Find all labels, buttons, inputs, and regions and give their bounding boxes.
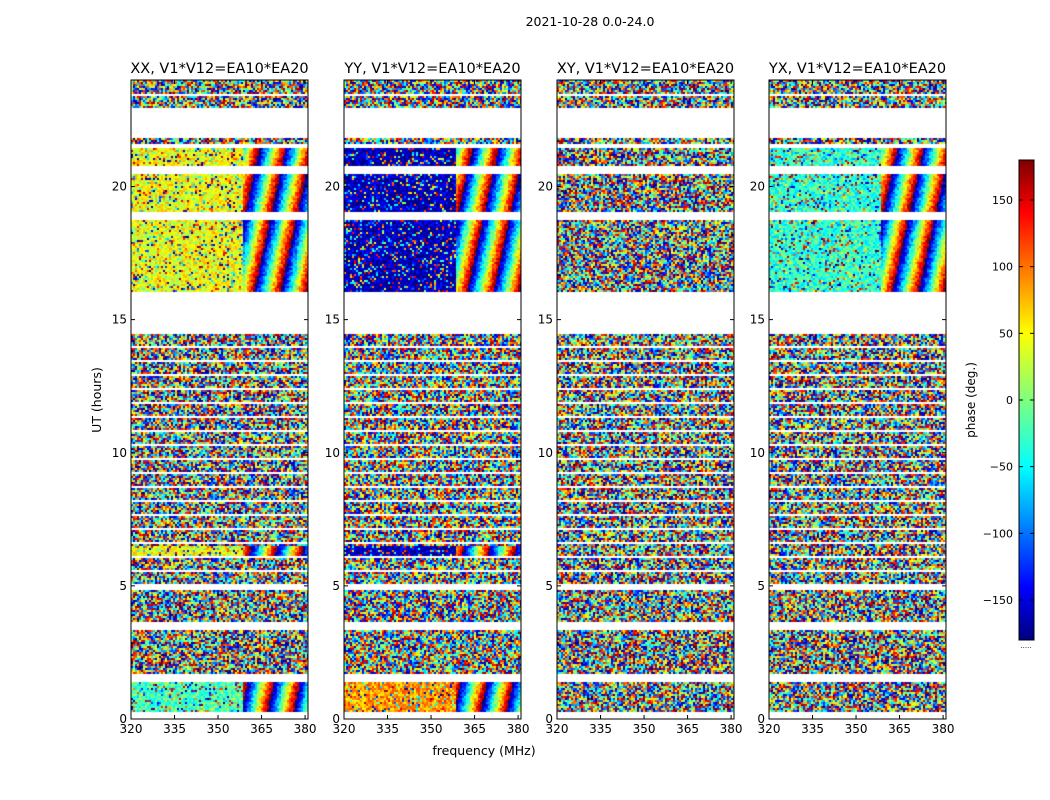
y-tick-label: 15 — [325, 313, 340, 327]
colorbar-tick-label: 50 — [999, 327, 1013, 340]
x-tick-label: 350 — [633, 722, 656, 736]
x-tick-label: 335 — [801, 722, 824, 736]
x-tick-label: 380 — [507, 722, 530, 736]
panel-frame-3 — [768, 79, 947, 720]
x-tick-label: 365 — [676, 722, 699, 736]
panel-image-0 — [131, 80, 308, 719]
x-tick-label: 350 — [420, 722, 443, 736]
colorbar-tick-label: −50 — [990, 461, 1013, 474]
x-tick-label: 380 — [932, 722, 955, 736]
phase-heatmap-3 — [769, 80, 946, 719]
x-tick-label: 320 — [333, 722, 356, 736]
x-tick-label: 365 — [888, 722, 911, 736]
x-tick-label: 380 — [720, 722, 743, 736]
panel-title-0: XX, V1*V12=EA10*EA20 — [130, 61, 308, 77]
x-tick-label: 320 — [758, 722, 781, 736]
panel-title-1: YY, V1*V12=EA10*EA20 — [343, 61, 520, 77]
panel-3: YX, V1*V12=EA10*EA20 320 335 350 365 380 0 5 10 1… — [750, 61, 955, 736]
y-tick-label: 20 — [112, 180, 127, 194]
y-tick-label: 20 — [538, 180, 553, 194]
y-axis-label: UT (hours) — [89, 367, 104, 433]
y-tick-label: 15 — [750, 313, 765, 327]
colorbar: −150 −100 −50 0 50 100 150 phase (deg.) ..... — [964, 159, 1035, 650]
y-tick-label: 10 — [750, 446, 765, 460]
x-tick-label: 320 — [120, 722, 143, 736]
panel-frame-2 — [556, 79, 735, 720]
y-tick-label: 10 — [538, 446, 553, 460]
y-tick-label: 20 — [325, 180, 340, 194]
x-tick-label: 350 — [207, 722, 230, 736]
panel-image-2 — [557, 80, 734, 719]
colorbar-tick-label: 150 — [992, 194, 1013, 207]
panel-title-3: YX, V1*V12=EA10*EA20 — [768, 61, 946, 77]
panel-image-1 — [344, 80, 521, 719]
y-tick-label: 0 — [332, 712, 340, 726]
x-tick-label: 380 — [294, 722, 317, 736]
colorbar-tick-label: 0 — [1006, 394, 1013, 407]
colorbar-tick-label: −150 — [983, 594, 1013, 607]
phase-heatmap-2 — [557, 80, 734, 719]
colorbar-ticks: −150 −100 −50 0 50 100 150 — [983, 194, 1034, 607]
x-tick-label: 335 — [163, 722, 186, 736]
colorbar-tick-label: 100 — [992, 261, 1013, 274]
panel-1: YY, V1*V12=EA10*EA20 320 335 350 365 380 0 5 10 1… — [325, 61, 530, 736]
panel-frame-1 — [343, 79, 522, 720]
phase-heatmap-0 — [131, 80, 308, 719]
x-tick-label: 350 — [845, 722, 868, 736]
y-tick-label: 0 — [119, 712, 127, 726]
colorbar-tick-label: −100 — [983, 527, 1013, 540]
x-tick-label: 365 — [250, 722, 273, 736]
panels: XX, V1*V12=EA10*EA20 320 335 350 365 380 0 5 10 1… — [112, 61, 955, 736]
x-tick-label: 335 — [376, 722, 399, 736]
y-tick-label: 5 — [332, 579, 340, 593]
y-tick-label: 5 — [545, 579, 553, 593]
y-tick-label: 10 — [325, 446, 340, 460]
x-tick-label: 335 — [589, 722, 612, 736]
y-tick-label: 15 — [112, 313, 127, 327]
phase-heatmap-1 — [344, 80, 521, 719]
y-tick-label: 5 — [119, 579, 127, 593]
panel-image-3 — [769, 80, 946, 719]
y-tick-label: 15 — [538, 313, 553, 327]
y-tick-label: 10 — [112, 446, 127, 460]
colorbar-label: phase (deg.) — [964, 362, 978, 438]
y-tick-label: 20 — [750, 180, 765, 194]
x-tick-label: 365 — [463, 722, 486, 736]
figure-suptitle: 2021-10-28 0.0-24.0 — [526, 14, 655, 29]
panel-title-2: XY, V1*V12=EA10*EA20 — [557, 61, 734, 77]
y-tick-label: 0 — [545, 712, 553, 726]
panel-2: XY, V1*V12=EA10*EA20 320 335 350 365 380 0 5 10 1… — [538, 61, 743, 736]
panel-frame-0 — [130, 79, 309, 720]
panel-0: XX, V1*V12=EA10*EA20 320 335 350 365 380 0 5 10 1… — [112, 61, 317, 736]
y-tick-label: 5 — [757, 579, 765, 593]
y-tick-label: 0 — [757, 712, 765, 726]
colorbar-footer: ..... — [1020, 642, 1031, 650]
x-tick-label: 320 — [546, 722, 569, 736]
x-axis-label: frequency (MHz) — [432, 743, 535, 758]
